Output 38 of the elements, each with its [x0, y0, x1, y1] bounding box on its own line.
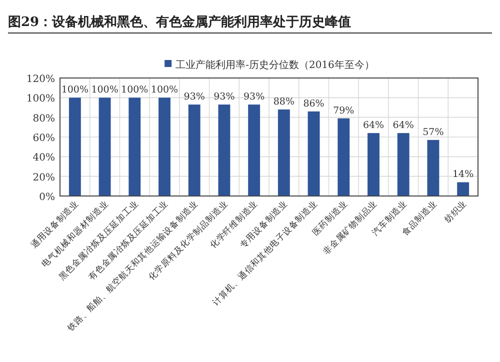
text: 100%: [121, 84, 148, 96]
y-tick-label: 120%: [26, 74, 55, 85]
y-tick-label: 0%: [39, 192, 55, 203]
y-tick-label: 60%: [32, 133, 55, 144]
bar: [68, 98, 81, 196]
bar: [98, 98, 111, 196]
bar: [248, 104, 260, 196]
text: 64%: [362, 120, 384, 132]
bar: [368, 133, 380, 196]
y-tick-label: 40%: [32, 152, 55, 164]
text: 100%: [150, 84, 178, 96]
text: 100%: [91, 84, 118, 96]
y-tick-label: 20%: [32, 172, 55, 184]
bar: [457, 182, 470, 196]
bar: [427, 140, 440, 196]
bar: [397, 133, 410, 196]
text: 64%: [392, 120, 414, 132]
text: 79%: [333, 105, 354, 116]
chart-title: 图29：设备机械和黑色、有色金属产能利用率处于历史峰值: [8, 14, 352, 30]
text: 93%: [244, 92, 265, 103]
text: 93%: [184, 92, 205, 103]
text: 14%: [452, 169, 474, 180]
text: 100%: [61, 84, 89, 96]
bar: [128, 98, 141, 196]
bar: [188, 104, 200, 196]
text: 88%: [273, 96, 294, 108]
y-tick-label: 80%: [32, 113, 55, 124]
bar: [308, 111, 320, 196]
bar: [278, 109, 290, 196]
text: 86%: [303, 98, 324, 110]
bar: [158, 98, 170, 196]
text: 93%: [214, 92, 235, 103]
x-tick-label: 纺织业: [442, 198, 470, 226]
text: 57%: [422, 126, 444, 138]
y-tick-label: 100%: [26, 94, 55, 105]
bar: [338, 118, 350, 196]
bar: [218, 104, 230, 196]
legend-label: 工业产能利用率-历史分位数（2016年至今）: [176, 59, 374, 71]
